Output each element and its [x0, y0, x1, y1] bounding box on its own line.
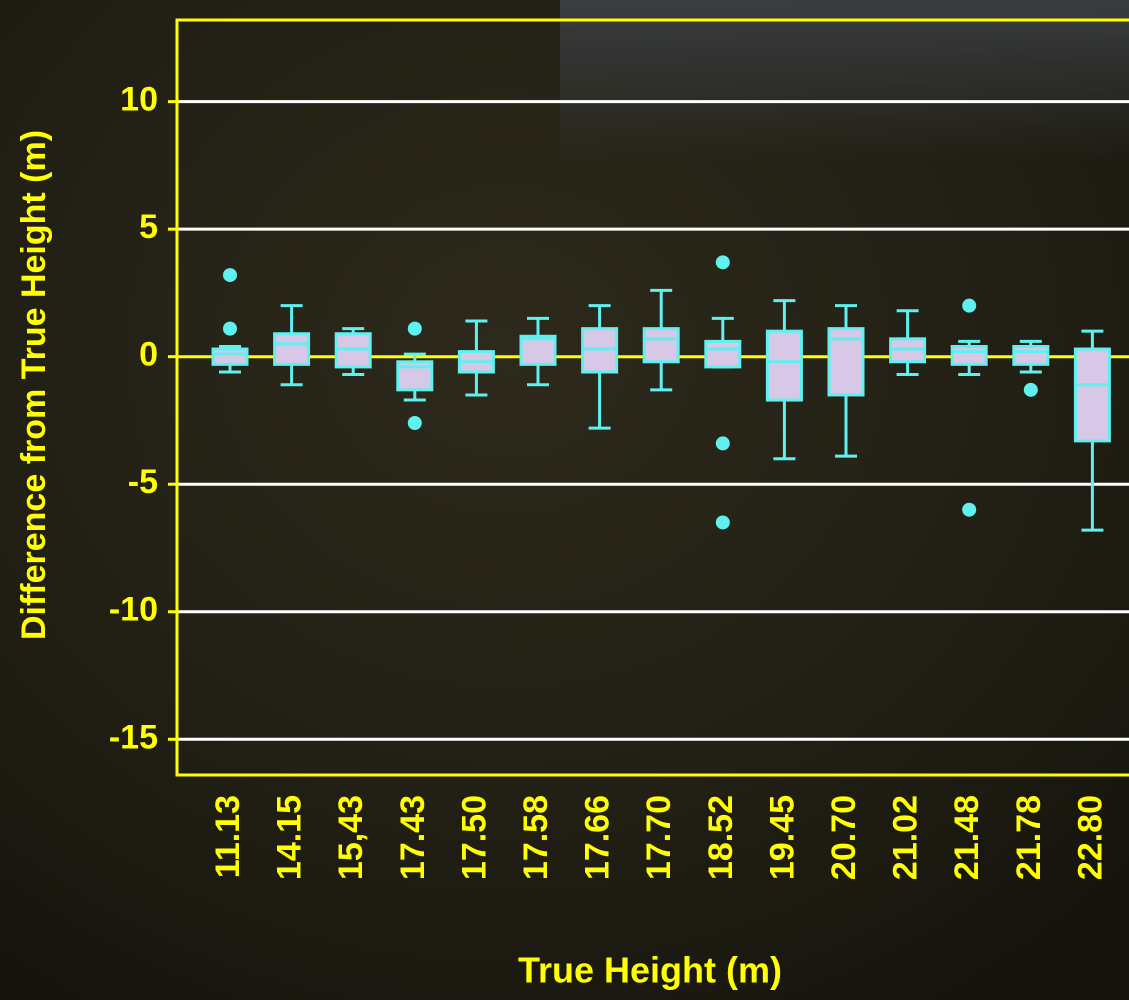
x-tick-label: 18.52 — [702, 795, 740, 880]
x-tick-label: 21.48 — [948, 795, 986, 880]
y-tick-label: -15 — [109, 718, 158, 756]
x-tick-label: 11.13 — [209, 795, 247, 878]
outlier — [716, 436, 730, 450]
x-tick-label: 17.70 — [640, 795, 678, 880]
box — [1075, 349, 1109, 441]
box — [521, 336, 555, 364]
outlier — [962, 299, 976, 313]
y-tick-label: 5 — [139, 208, 158, 246]
x-tick-label: 14.15 — [271, 795, 309, 880]
box — [275, 334, 309, 365]
y-axis-label: Difference from True Height (m) — [15, 130, 53, 640]
outlier — [1024, 383, 1038, 397]
x-axis-label: True Height (m) — [518, 950, 782, 991]
outlier — [408, 322, 422, 336]
box — [706, 341, 740, 367]
box — [952, 346, 986, 364]
x-tick-label: 19.45 — [763, 795, 801, 880]
chart: True Height (m) Difference from True Hei… — [0, 0, 1129, 1000]
y-tick-label: 10 — [120, 81, 158, 119]
x-tick-label: 21.78 — [1010, 795, 1048, 880]
x-tick-label: 15,43 — [332, 795, 370, 880]
box — [1014, 346, 1048, 364]
x-tick-label: 21.02 — [887, 795, 925, 880]
y-tick-label: 0 — [139, 336, 158, 374]
y-tick-label: -5 — [128, 463, 158, 501]
x-tick-label: 17.50 — [455, 795, 493, 880]
x-tick-label: 17.58 — [517, 795, 555, 880]
background-sky — [560, 0, 1129, 160]
outlier — [223, 322, 237, 336]
outlier — [408, 416, 422, 430]
x-tick-label: 22.80 — [1071, 795, 1109, 880]
box — [213, 349, 247, 364]
outlier — [716, 255, 730, 269]
outlier — [962, 503, 976, 517]
outlier — [223, 268, 237, 282]
x-tick-label: 17.43 — [394, 795, 432, 880]
x-tick-label: 20.70 — [825, 795, 863, 880]
y-tick-label: -10 — [109, 591, 158, 629]
box — [767, 331, 801, 400]
outlier — [716, 515, 730, 529]
x-tick-label: 17.66 — [579, 795, 617, 880]
box — [644, 329, 678, 362]
